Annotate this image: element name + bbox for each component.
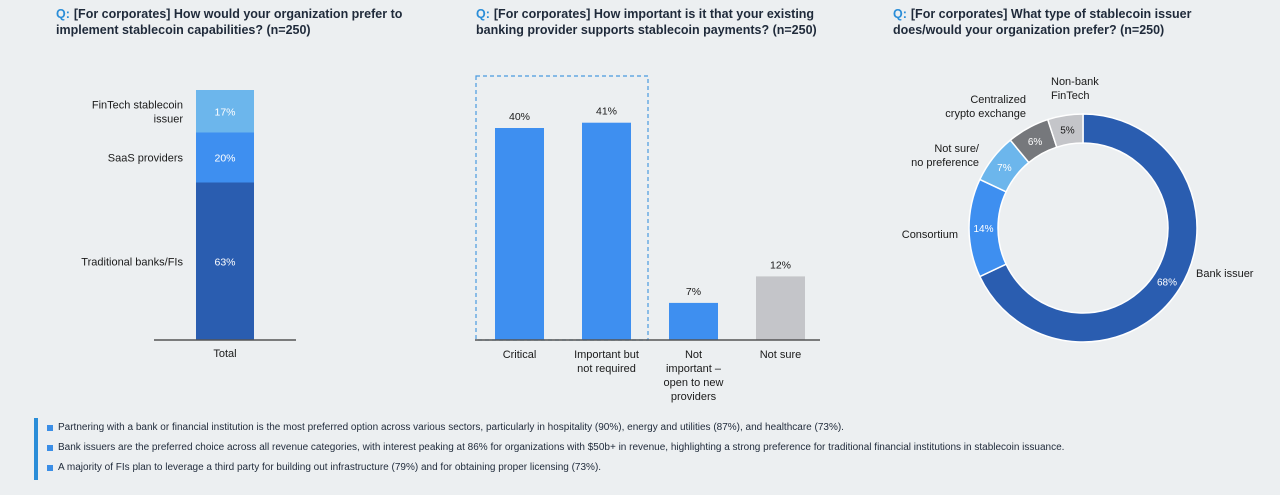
bar-segment bbox=[196, 132, 254, 183]
question-3: Q: [For corporates] What type of stableco… bbox=[893, 6, 1263, 38]
slice-label: Consortium bbox=[902, 229, 958, 241]
data-label: 5% bbox=[1060, 126, 1075, 137]
donut-slice bbox=[978, 113, 1198, 343]
category-label: Not sure bbox=[760, 349, 802, 361]
question-text: [For corporates] How important is it tha… bbox=[476, 7, 817, 37]
bar-segment bbox=[196, 182, 254, 340]
segment-label: Traditional banks/FIs bbox=[81, 256, 183, 268]
slice-label: Not sure/no preference bbox=[911, 143, 980, 169]
data-label: 12% bbox=[770, 259, 791, 271]
question-2: Q: [For corporates] How important is it t… bbox=[476, 6, 861, 38]
category-label: Not important – open to new providers bbox=[664, 349, 724, 403]
category-label: Total bbox=[213, 348, 236, 360]
category-label: Critical bbox=[503, 349, 537, 361]
bar bbox=[582, 122, 631, 340]
question-1: Q: [For corporates] How would your organi… bbox=[56, 6, 416, 38]
question-text: [For corporates] What type of stablecoin… bbox=[893, 7, 1192, 37]
question-prefix: Q: bbox=[893, 7, 907, 21]
issuer-donut-chart: 68% Bank issuer 14% Consortium 7% Not sure/no… bbox=[902, 76, 1254, 343]
finding-item: Bank issuers are the preferred choice ac… bbox=[47, 441, 1278, 455]
data-label: 68% bbox=[1157, 277, 1177, 288]
question-text: [For corporates] How would your organiza… bbox=[56, 7, 403, 37]
segment-label: SaaS providers bbox=[108, 153, 184, 165]
data-label: 20% bbox=[214, 153, 235, 165]
slice-label: Bank issuer bbox=[1196, 268, 1254, 280]
question-prefix: Q: bbox=[56, 7, 70, 21]
data-label: 6% bbox=[1028, 137, 1043, 148]
key-findings: Partnering with a bank or financial inst… bbox=[34, 418, 1278, 480]
bar-segment bbox=[196, 90, 254, 133]
data-label: 40% bbox=[509, 111, 530, 123]
stacked-bar-chart: 63% Traditional banks/FIs 20% SaaS provider… bbox=[81, 90, 296, 360]
donut-slice bbox=[1046, 113, 1084, 149]
data-label: 17% bbox=[214, 106, 235, 118]
data-label: 63% bbox=[214, 256, 235, 268]
bar bbox=[495, 128, 544, 340]
bar bbox=[756, 276, 805, 340]
slice-label: Centralized crypto exchange bbox=[945, 94, 1026, 120]
question-prefix: Q: bbox=[476, 7, 490, 21]
data-label: 14% bbox=[973, 224, 993, 235]
data-label: 7% bbox=[686, 286, 701, 298]
finding-item: A majority of FIs plan to leverage a thi… bbox=[47, 461, 1278, 475]
importance-bar-chart: 40% Critical 41% Important but not required 7… bbox=[475, 75, 820, 403]
bar bbox=[669, 302, 718, 340]
data-label: 7% bbox=[997, 163, 1012, 174]
data-label: 41% bbox=[596, 106, 617, 118]
category-label: Important but not required bbox=[574, 349, 639, 375]
segment-label: FinTech stablecoin issuer bbox=[92, 99, 183, 125]
finding-item: Partnering with a bank or financial inst… bbox=[47, 421, 1278, 435]
slice-label: Non-bank FinTech bbox=[1051, 76, 1099, 102]
